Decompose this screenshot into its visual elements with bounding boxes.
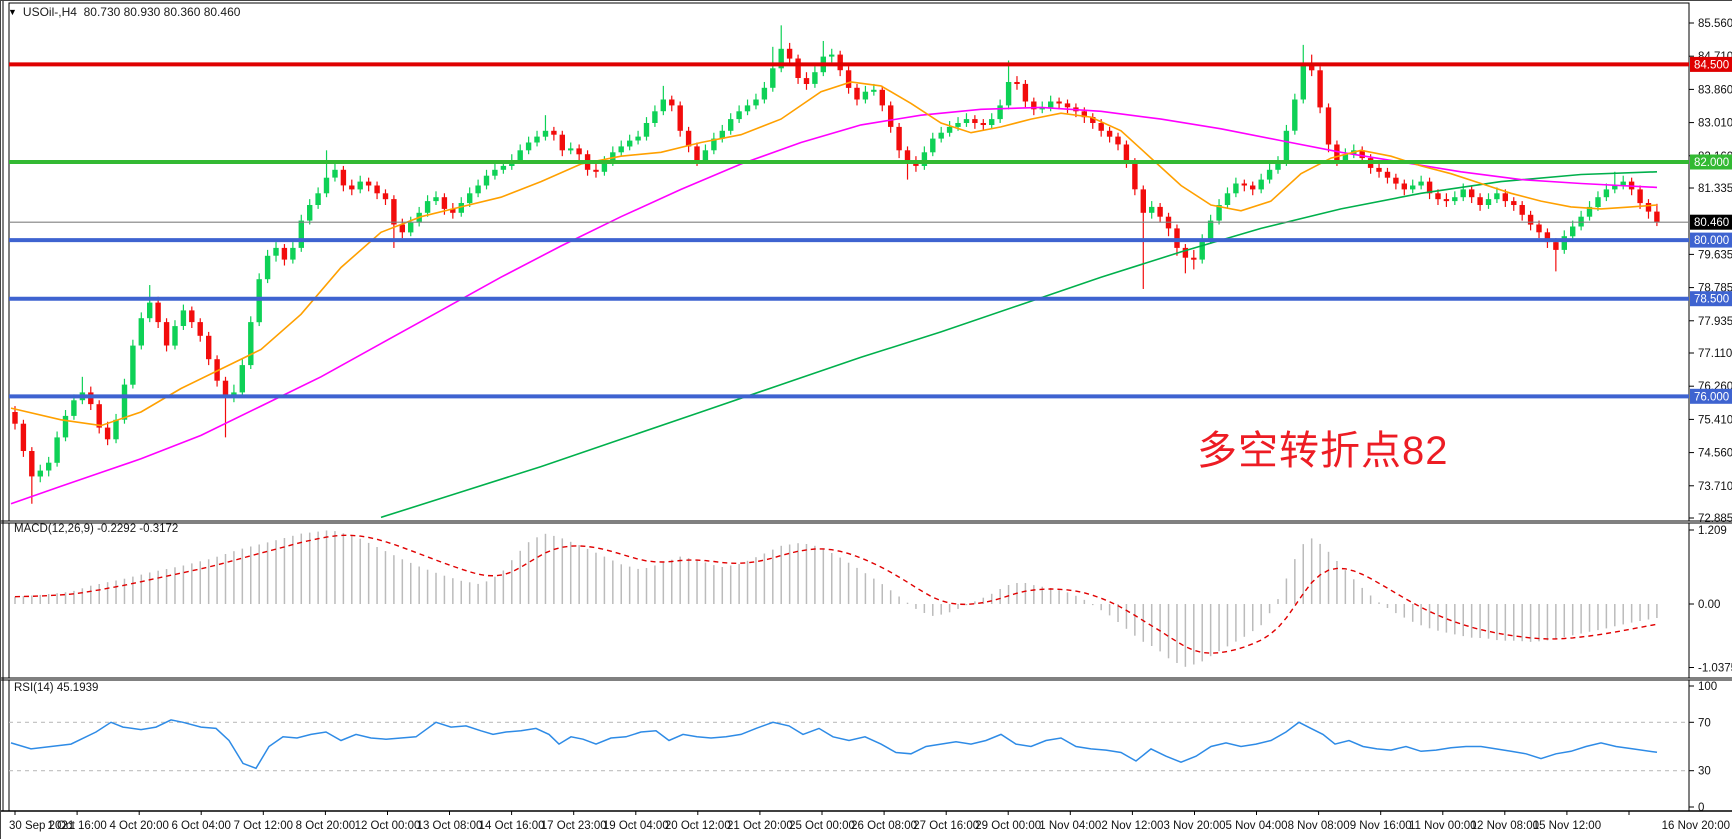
svg-text:1 Oct 16:00: 1 Oct 16:00 xyxy=(47,820,106,832)
svg-text:16 Nov 20:00: 16 Nov 20:00 xyxy=(1662,820,1730,832)
svg-text:1 Nov 04:00: 1 Nov 04:00 xyxy=(1039,820,1101,832)
svg-text:1.209: 1.209 xyxy=(1698,525,1727,537)
svg-text:21 Oct 20:00: 21 Oct 20:00 xyxy=(727,820,793,832)
macd-signal-line xyxy=(14,534,1658,654)
svg-text:14 Oct 16:00: 14 Oct 16:00 xyxy=(479,820,545,832)
svg-text:0.00: 0.00 xyxy=(1698,599,1720,611)
moving-averages-layer xyxy=(10,81,1658,519)
svg-text:0: 0 xyxy=(1698,802,1704,814)
svg-text:73.710: 73.710 xyxy=(1698,481,1732,493)
svg-text:5 Nov 04:00: 5 Nov 04:00 xyxy=(1225,820,1287,832)
price-axis-chips: 84.500 82.000 80.000 78.500 76.000 80.460 xyxy=(1690,56,1732,404)
pane-borders xyxy=(1,1,1732,812)
rsi-axis: 100 70 30 0 xyxy=(1689,681,1717,814)
svg-text:4 Oct 20:00: 4 Oct 20:00 xyxy=(109,820,168,832)
svg-text:-1.0375: -1.0375 xyxy=(1698,662,1732,674)
rsi-line xyxy=(10,719,1658,770)
macd-indicator-label: MACD(12,26,9) -0.2292 -0.3172 xyxy=(14,523,179,535)
svg-text:30 Sep 2021: 30 Sep 2021 xyxy=(9,820,74,832)
svg-text:6 Oct 04:00: 6 Oct 04:00 xyxy=(171,820,230,832)
macd-histogram xyxy=(14,530,1658,667)
svg-text:13 Oct 08:00: 13 Oct 08:00 xyxy=(417,820,483,832)
svg-text:9 Nov 16:00: 9 Nov 16:00 xyxy=(1350,820,1412,832)
ma-mid-magenta-line xyxy=(10,106,1658,505)
svg-text:19 Oct 04:00: 19 Oct 04:00 xyxy=(603,820,669,832)
symbol-header: ▼ USOil-,H4 80.730 80.930 80.360 80.460 xyxy=(8,5,240,19)
svg-text:82.000: 82.000 xyxy=(1694,157,1729,169)
svg-text:12 Nov 08:00: 12 Nov 08:00 xyxy=(1471,820,1539,832)
svg-text:70: 70 xyxy=(1698,717,1711,729)
svg-text:100: 100 xyxy=(1698,681,1717,693)
svg-text:25 Oct 00:00: 25 Oct 00:00 xyxy=(789,820,855,832)
svg-text:3 Nov 20:00: 3 Nov 20:00 xyxy=(1163,820,1225,832)
svg-text:11 Nov 00:00: 11 Nov 00:00 xyxy=(1409,820,1477,832)
chevron-down-icon[interactable]: ▼ xyxy=(8,7,17,17)
svg-text:29 Oct 00:00: 29 Oct 00:00 xyxy=(975,820,1041,832)
svg-text:77.935: 77.935 xyxy=(1698,316,1732,328)
ma-slow-green-line xyxy=(380,171,1658,519)
svg-text:83.860: 83.860 xyxy=(1698,84,1732,96)
svg-text:17 Oct 23:00: 17 Oct 23:00 xyxy=(541,820,607,832)
svg-text:83.010: 83.010 xyxy=(1698,118,1732,130)
svg-text:85.560: 85.560 xyxy=(1698,18,1732,30)
rsi-indicator-label: RSI(14) 45.1939 xyxy=(14,682,99,694)
svg-text:72.885: 72.885 xyxy=(1698,513,1732,525)
svg-text:27 Oct 16:00: 27 Oct 16:00 xyxy=(913,820,979,832)
svg-text:2 Nov 12:00: 2 Nov 12:00 xyxy=(1101,820,1163,832)
svg-text:84.500: 84.500 xyxy=(1694,59,1729,71)
svg-text:20 Oct 12:00: 20 Oct 12:00 xyxy=(665,820,731,832)
svg-text:15 Nov 12:00: 15 Nov 12:00 xyxy=(1533,820,1601,832)
chart-text-annotation[interactable]: 多空转折点82 xyxy=(1197,429,1449,473)
price-axis[interactable]: 85.56084.71083.86083.01082.16081.33579.6… xyxy=(1689,18,1732,525)
macd-pane[interactable]: 1.209 0.00 -1.0375 xyxy=(14,525,1732,674)
rsi-pane[interactable]: 100 70 30 0 xyxy=(9,681,1717,814)
svg-text:80.460: 80.460 xyxy=(1694,217,1729,229)
svg-text:26 Oct 08:00: 26 Oct 08:00 xyxy=(851,820,917,832)
svg-text:8 Nov 08:00: 8 Nov 08:00 xyxy=(1288,820,1350,832)
macd-axis: 1.209 0.00 -1.0375 xyxy=(1689,525,1732,674)
symbol-ohlc-text: USOil-,H4 80.730 80.930 80.360 80.460 xyxy=(22,5,241,19)
svg-text:8 Oct 20:00: 8 Oct 20:00 xyxy=(296,820,355,832)
horizontal-levels[interactable] xyxy=(9,62,1689,399)
svg-text:74.560: 74.560 xyxy=(1698,448,1732,460)
ma-fast-orange-line xyxy=(10,81,1658,427)
svg-text:76.000: 76.000 xyxy=(1694,391,1729,403)
svg-text:7 Oct 12:00: 7 Oct 12:00 xyxy=(234,820,293,832)
svg-text:79.635: 79.635 xyxy=(1698,249,1732,261)
svg-text:80.000: 80.000 xyxy=(1694,235,1729,247)
svg-text:12 Oct 00:00: 12 Oct 00:00 xyxy=(355,820,421,832)
svg-text:77.110: 77.110 xyxy=(1698,348,1732,360)
svg-text:75.410: 75.410 xyxy=(1698,414,1732,426)
svg-text:30: 30 xyxy=(1698,766,1711,778)
svg-text:78.500: 78.500 xyxy=(1694,294,1729,306)
svg-text:81.335: 81.335 xyxy=(1698,183,1732,195)
